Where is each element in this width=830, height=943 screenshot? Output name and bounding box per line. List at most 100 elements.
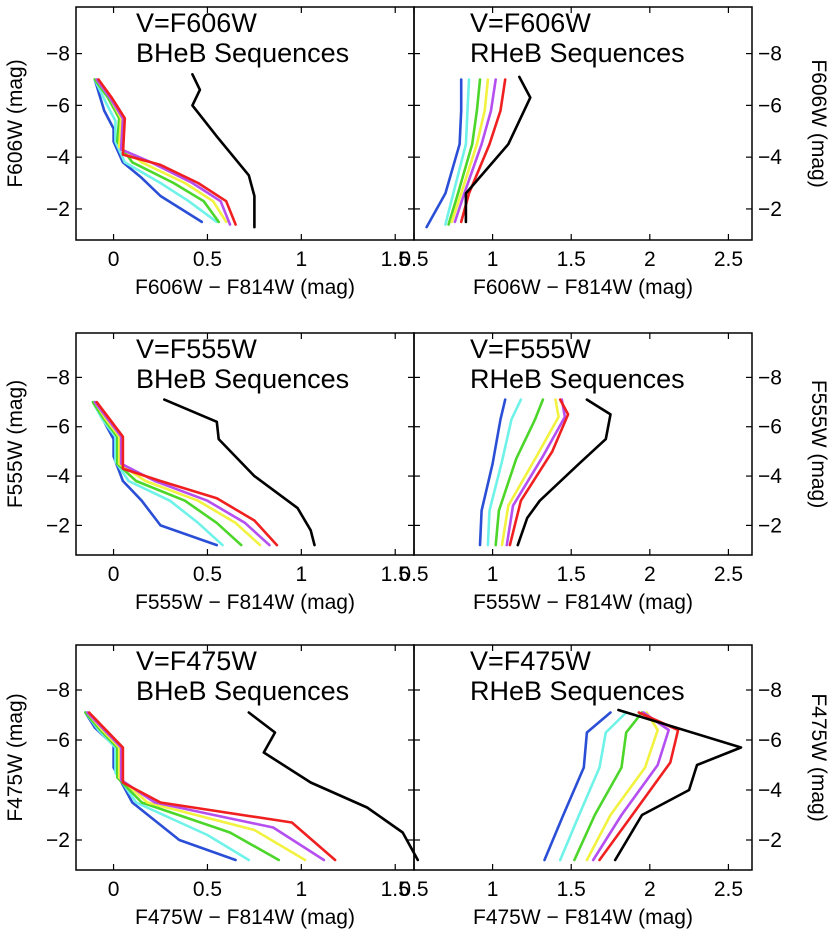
panel-title-line1: V=F555W: [470, 334, 591, 364]
y-tick-label: −8: [46, 43, 70, 66]
x-axis-label: F606W − F814W (mag): [473, 276, 693, 299]
y-tick-label: −2: [758, 514, 782, 537]
y-tick-label: −4: [758, 146, 782, 169]
series-line-cyan: [444, 78, 471, 226]
panel-title-line2: BHeB Sequences: [136, 364, 349, 394]
x-tick-label: 0: [108, 563, 120, 586]
series-line-black: [163, 398, 316, 547]
series-line-red: [508, 398, 570, 547]
series-line-green: [91, 400, 243, 547]
x-tick-label: 1.5: [557, 563, 586, 586]
panel-1-left: 0 0.5 1 1.5 −2 −4 −6 −8 F555W − F814W (mag) F555W…: [4, 332, 415, 614]
plot-frame: [413, 332, 753, 556]
x-tick-label: 1: [295, 563, 307, 586]
y-tick-label: −6: [46, 729, 70, 752]
x-axis-label: F475W − F814W (mag): [473, 906, 693, 929]
x-tick-label: 1: [487, 248, 499, 271]
x-tick-label: 0.5: [399, 563, 428, 586]
y-tick-label: −6: [46, 94, 70, 117]
series-line-black: [613, 708, 743, 862]
y-tick-label: −2: [46, 829, 70, 852]
panel-0-left: 0 0.5 1 1.5 −2 −4 −6 −8 F606W − F814W (mag) F606W…: [4, 6, 415, 299]
series-line-blue: [425, 78, 463, 229]
x-axis-label: F606W − F814W (mag): [135, 276, 355, 299]
y-tick-label: −4: [46, 779, 70, 802]
panel-title-line2: RHeB Sequences: [470, 38, 685, 68]
x-tick-label: 2: [644, 563, 656, 586]
panel-2-right: 0.5 1 1.5 2 2.5 −2 −4 −6 −8 F475W − F814W (mag) F4…: [399, 644, 830, 929]
series-line-green: [494, 398, 545, 547]
series-line-black: [191, 73, 256, 229]
x-tick-label: 0.5: [193, 248, 222, 271]
y-axis-label: F555W (mag): [807, 380, 830, 508]
y-tick-label: −8: [46, 366, 70, 389]
series-line-yellow: [95, 78, 228, 224]
panel-title-line2: BHeB Sequences: [136, 38, 349, 68]
series-line-yellow: [585, 711, 660, 862]
x-tick-label: 0.5: [399, 878, 428, 901]
series-line-blue: [478, 398, 507, 547]
y-tick-label: −8: [46, 679, 70, 702]
panel-title-line2: RHeB Sequences: [470, 364, 685, 394]
series-line-magenta: [95, 78, 232, 226]
panel-0-right: 0.5 1 1.5 2 2.5 −2 −4 −6 −8 F606W − F814W (mag) F6…: [399, 6, 830, 299]
x-tick-label: 1.5: [381, 563, 410, 586]
series-line-black: [464, 75, 532, 224]
panel-title-line1: V=F606W: [470, 8, 591, 38]
series-line-magenta: [505, 398, 567, 547]
y-tick-label: −8: [758, 366, 782, 389]
x-tick-label: 0.5: [193, 563, 222, 586]
y-axis-label: F606W (mag): [4, 59, 27, 187]
x-tick-label: 1: [487, 563, 499, 586]
x-tick-label: 2.5: [714, 878, 743, 901]
panel-title-line1: V=F475W: [470, 646, 591, 676]
series-line-green: [84, 711, 281, 862]
y-tick-label: −4: [46, 146, 70, 169]
series-line-black: [247, 711, 420, 862]
series-line-red: [87, 711, 337, 862]
y-tick-label: −4: [758, 465, 782, 488]
y-tick-label: −2: [758, 829, 782, 852]
y-tick-label: −6: [46, 416, 70, 439]
y-tick-label: −6: [758, 416, 782, 439]
x-axis-label: F475W − F814W (mag): [135, 906, 355, 929]
x-tick-label: 1: [295, 248, 307, 271]
x-tick-label: 1.5: [381, 878, 410, 901]
series-line-cyan: [558, 711, 628, 862]
x-tick-label: 1.5: [381, 248, 410, 271]
series-line-red: [97, 78, 237, 226]
series-line-blue: [93, 78, 204, 224]
series-line-green: [447, 78, 482, 226]
y-tick-label: −6: [758, 94, 782, 117]
x-tick-label: 1.5: [557, 878, 586, 901]
x-axis-label: F555W − F814W (mag): [473, 591, 693, 614]
panel-2-left: 0 0.5 1 1.5 −2 −4 −6 −8 F475W − F814W (mag) F475W…: [4, 644, 420, 929]
x-tick-label: 0.5: [193, 878, 222, 901]
x-tick-label: 1: [487, 878, 499, 901]
series-line-cyan: [91, 400, 224, 547]
panel-1-right: 0.5 1 1.5 2 2.5 −2 −4 −6 −8 F555W − F814W (mag) F5…: [399, 332, 830, 614]
series-line-cyan: [486, 398, 523, 547]
panel-title-line2: RHeB Sequences: [470, 676, 685, 706]
y-tick-label: −4: [758, 779, 782, 802]
series-line-cyan: [84, 711, 251, 862]
x-tick-label: 0: [108, 878, 120, 901]
y-axis-label: F606W (mag): [807, 59, 830, 187]
panel-title-line1: V=F606W: [136, 8, 257, 38]
plot-frame: [413, 6, 753, 241]
y-axis-label: F555W (mag): [4, 380, 27, 508]
series-line-blue: [84, 711, 237, 862]
series-line-yellow: [450, 78, 490, 224]
y-tick-label: −2: [758, 198, 782, 221]
series-line-black: [516, 398, 612, 547]
x-tick-label: 2: [644, 248, 656, 271]
y-tick-label: −2: [46, 198, 70, 221]
x-tick-label: 1.5: [557, 248, 586, 271]
x-tick-label: 2: [644, 878, 656, 901]
x-axis-label: F555W − F814W (mag): [135, 591, 355, 614]
y-tick-label: −8: [758, 43, 782, 66]
series-line-cyan: [93, 78, 219, 224]
series-line-green: [573, 711, 644, 862]
series-line-blue: [543, 711, 612, 862]
